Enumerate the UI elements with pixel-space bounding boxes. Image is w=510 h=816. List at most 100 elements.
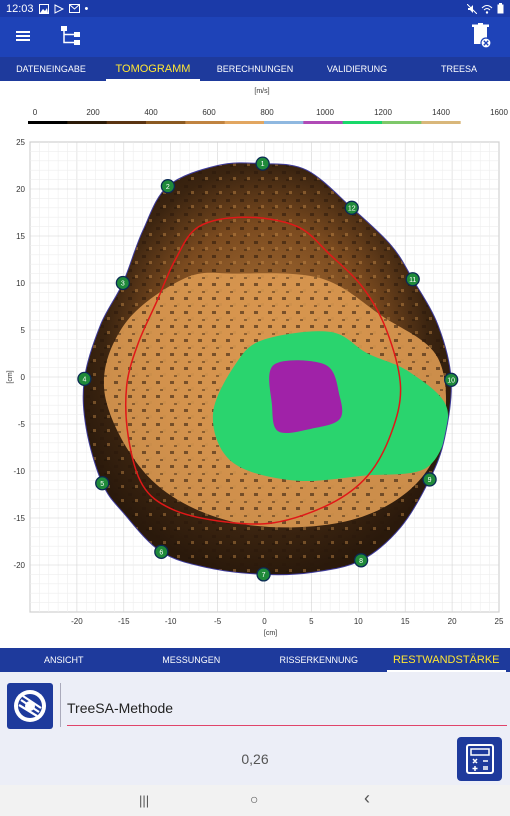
colorbar-segment (303, 121, 344, 124)
sensor-label: 3 (121, 281, 125, 288)
zone-purple (269, 360, 343, 434)
delete-data-icon[interactable] (470, 23, 492, 49)
y-tick-label: 15 (16, 232, 25, 241)
home-button[interactable]: ○ (250, 791, 259, 807)
velocity-colorbar: 0 200 400 600 800 1000 1200 1400 1600 [m/s] (28, 88, 508, 124)
sensor-label: 6 (159, 549, 163, 556)
sensor-marker[interactable]: 6 (154, 544, 169, 559)
colorbar-tick-label: 400 (144, 108, 158, 117)
sensor-marker[interactable]: 12 (344, 200, 359, 215)
colorbar-tick-label: 600 (202, 108, 216, 117)
sensor-dot (353, 553, 369, 568)
y-tick-label: -10 (13, 467, 25, 476)
colorbar-segment (106, 121, 147, 124)
method-label[interactable]: TreeSA-Methode (67, 700, 174, 716)
tab-berechnungen[interactable]: BERECHNUNGEN (216, 64, 294, 74)
colorbar-segment (264, 121, 304, 124)
sensor-marker[interactable]: 11 (405, 272, 420, 287)
colorbar-segment (460, 121, 501, 124)
sensor-marker[interactable]: 8 (353, 553, 369, 568)
sensor-dot (154, 544, 169, 559)
y-axis-label: [cm] (7, 370, 14, 383)
status-dot: • (84, 2, 89, 15)
colorbar-segment (382, 121, 422, 124)
sensor-marker[interactable]: 4 (77, 371, 92, 387)
y-tick-label: 25 (16, 138, 25, 147)
colorbar-unit: [m/s] (254, 88, 269, 95)
residual-wall-value: 0,26 (241, 751, 269, 767)
y-tick-label: 20 (16, 185, 25, 194)
tomogram-image (82, 162, 452, 576)
sensor-dot (77, 371, 92, 387)
app-bar (0, 17, 510, 57)
sensor-dot (405, 272, 420, 287)
recents-button[interactable]: ||| (139, 793, 150, 808)
status-bar: 12:03 • (0, 0, 510, 17)
tree-structure-icon[interactable] (60, 25, 82, 47)
system-nav-bar: ||| ○ ‹ (0, 785, 510, 816)
sensor-marker[interactable]: 3 (115, 275, 131, 291)
menu-icon[interactable] (14, 27, 32, 45)
tab-validierung[interactable]: VALIDIERUNG (326, 64, 388, 74)
tab-dateneingabe[interactable]: DATENEINGABE (16, 64, 86, 74)
tab-risserkennung[interactable]: RISSERKENNUNG (279, 655, 358, 665)
sensor-dot (115, 275, 131, 291)
colorbar-tick-label: 1000 (316, 108, 334, 117)
tomogram-chart[interactable]: 0 200 400 600 800 1000 1200 1400 1600[m/s] -20 -1… (0, 84, 510, 644)
sensor-label: 7 (262, 572, 266, 579)
top-tab-bar: DATENEINGABE TOMOGRAMM BERECHNUNGEN VALI… (0, 57, 510, 81)
gallery-icon (38, 3, 49, 14)
battery-icon (497, 3, 504, 14)
x-tick-label: -20 (71, 617, 83, 626)
status-time: 12:03 (6, 2, 34, 15)
x-tick-label: 25 (495, 617, 504, 626)
sensor-dot (444, 372, 459, 387)
calculator-button[interactable] (457, 737, 502, 781)
x-tick-label: -10 (165, 617, 177, 626)
sensor-marker[interactable]: 1 (255, 156, 270, 171)
x-tick-label: 0 (262, 617, 267, 626)
colorbar-segment (28, 121, 68, 124)
tomogram-view[interactable]: 0 200 400 600 800 1000 1200 1400 1600 [m/s] -20 -1… (0, 84, 510, 644)
panel-divider (60, 683, 61, 727)
sensor-marker[interactable]: 10 (444, 372, 459, 387)
sensor-label: 12 (348, 205, 356, 212)
x-axis-label: [cm] (264, 630, 277, 637)
y-tick-label: 10 (16, 279, 25, 288)
sensor-marker[interactable]: 7 (256, 567, 271, 582)
y-tick-label: 0 (21, 373, 26, 382)
colorbar-segment (146, 121, 186, 124)
wifi-icon (481, 4, 493, 14)
chart-axes: -20 -15 -10 -5 0 5 10 15 20 252520151050-5-10-15-… (7, 138, 504, 637)
back-button[interactable]: ‹ (364, 788, 370, 808)
colorbar-tick-label: 0 (33, 108, 38, 117)
sensor-marker[interactable]: 9 (422, 472, 437, 487)
y-tick-label: -5 (18, 420, 26, 429)
x-tick-label: 15 (401, 617, 410, 626)
colorbar-segment (342, 121, 383, 124)
sensor-dot (256, 567, 271, 582)
sensor-label: 1 (261, 161, 265, 168)
sensor-label: 4 (82, 376, 86, 383)
calculator-icon (465, 744, 494, 774)
colorbar-segment (224, 121, 265, 124)
colorbar-tick-label: 1400 (432, 108, 450, 117)
sensor-marker[interactable]: 5 (95, 476, 110, 491)
sensor-dot (255, 156, 270, 171)
y-tick-label: 5 (21, 326, 26, 335)
mail-icon (68, 4, 80, 13)
tab-ansicht[interactable]: ANSICHT (43, 655, 84, 665)
tab-tomogramm[interactable]: TOMOGRAMM (102, 57, 204, 81)
sensor-marker[interactable]: 2 (160, 179, 176, 194)
colorbar-tick-label: 200 (86, 108, 100, 117)
tab-restwandstaerke[interactable]: RESTWANDSTÄRKE (383, 648, 510, 672)
tab-messungen[interactable]: MESSUNGEN (162, 655, 221, 665)
sensor-dot (344, 200, 359, 215)
sensor-dot (95, 476, 110, 491)
x-tick-label: 20 (448, 617, 457, 626)
inner-zones (83, 162, 452, 575)
x-tick-label: 5 (309, 617, 314, 626)
method-underline (67, 725, 507, 726)
colorbar-segment (185, 121, 226, 124)
tab-treesa[interactable]: TREESA (440, 64, 477, 74)
